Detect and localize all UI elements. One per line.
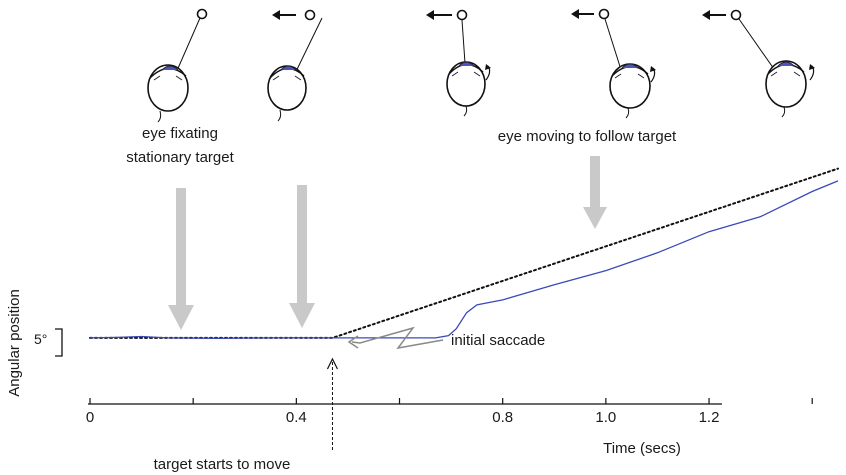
x-tick-label: 0 — [86, 409, 94, 426]
gray-arrow-3 — [583, 156, 607, 229]
annotation-fixating-line2: stationary target — [126, 149, 234, 166]
eye-diagram-saccade-icon — [426, 9, 491, 117]
annotation-fixating-line1: eye fixating — [142, 125, 218, 142]
x-axis-ticks: 0 0.4 0.8 1.0 1.2 — [86, 398, 813, 426]
eye-diagram-target-moving-icon — [267, 9, 323, 122]
series-group — [89, 167, 839, 339]
annotation-target-move: target starts to move — [154, 456, 291, 473]
x-axis-label: Time (secs) — [603, 440, 681, 457]
eye-diagram-pursuit-icon — [571, 8, 656, 119]
target-onset-arrow — [326, 357, 338, 370]
y-axis-label: Angular position — [6, 289, 23, 397]
eye-diagram-pursuit-late-icon — [702, 9, 815, 118]
gray-arrow-1 — [168, 188, 194, 330]
saccade-arrowhead — [347, 335, 359, 349]
gray-arrow-2 — [289, 185, 315, 328]
eye-position-series — [89, 180, 839, 339]
target-position-series — [89, 167, 839, 339]
eye-diagram-fixating-icon — [147, 8, 208, 123]
saccade-callout: initial saccade — [347, 326, 545, 350]
annotation-saccade: initial saccade — [451, 332, 545, 349]
x-tick-label: 0.8 — [492, 409, 513, 426]
scale-bar-label: 5° — [34, 331, 47, 347]
annotation-following: eye moving to follow target — [498, 128, 677, 145]
x-tick-label: 1.2 — [699, 409, 720, 426]
onset-arrowhead — [326, 357, 338, 370]
x-tick-label: 1.0 — [595, 409, 616, 426]
chart: Angular position 0 0.4 0.8 1.0 1.2 Time (sec… — [6, 167, 839, 457]
x-tick-label: 0.4 — [286, 409, 307, 426]
scale-bar: 5° — [34, 328, 63, 357]
